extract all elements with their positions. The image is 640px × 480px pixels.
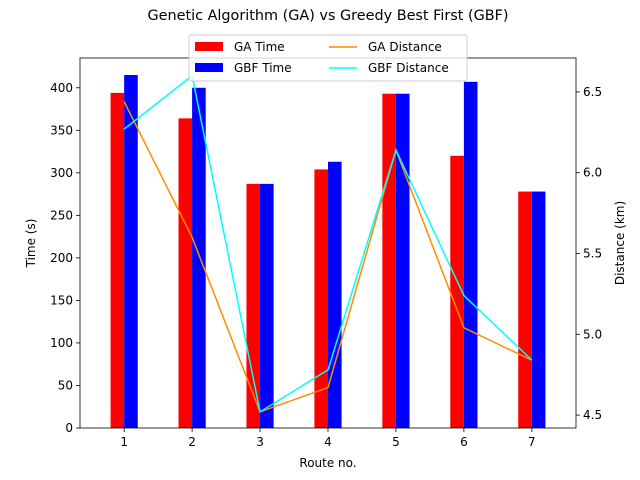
y-axis-left: 0 50 100 150 200 250 300 350 400 — [50, 81, 80, 435]
legend: GA Time GBF Time GA Distance GBF Distanc… — [188, 34, 468, 82]
x-tick-label-5: 5 — [392, 435, 400, 449]
y-left-tick-label-300: 300 — [50, 166, 73, 180]
bar-ga-time-route-2 — [178, 118, 193, 428]
line-ga-distance — [123, 101, 533, 413]
bar-gbf-time-route-4 — [328, 161, 342, 428]
x-axis-label: Route no. — [299, 456, 356, 470]
x-axis: 1 2 3 4 5 6 7 — [120, 428, 536, 449]
y-right-tick-label-6.0: 6.0 — [583, 166, 602, 180]
x-tick-label-3: 3 — [256, 435, 264, 449]
bar-ga-time-route-4 — [314, 169, 328, 428]
x-tick-label-4: 4 — [324, 435, 332, 449]
x-tick-label-1: 1 — [120, 435, 128, 449]
y-right-tick-label-5.5: 5.5 — [583, 247, 602, 261]
y-left-tick-label-200: 200 — [50, 251, 73, 265]
y-left-tick-label-350: 350 — [50, 123, 73, 137]
bar-gbf-time-route-2 — [192, 87, 206, 429]
legend-label-gbf-distance: GBF Distance — [368, 61, 449, 75]
bar-ga-time-route-1 — [110, 92, 125, 428]
x-tick-label-7: 7 — [528, 435, 536, 449]
y-left-tick-label-100: 100 — [50, 336, 73, 350]
bars-layer — [110, 75, 546, 429]
bar-gbf-time-route-3 — [260, 183, 274, 428]
bar-ga-time-route-7 — [518, 191, 532, 428]
y-left-tick-label-0: 0 — [65, 421, 73, 435]
x-tick-label-6: 6 — [460, 435, 468, 449]
y-left-tick-label-400: 400 — [50, 81, 73, 95]
bar-ga-time-route-6 — [450, 155, 464, 428]
bar-gbf-time-route-6 — [463, 81, 478, 428]
legend-swatch-ga-time — [195, 42, 223, 51]
y-left-tick-label-250: 250 — [50, 208, 73, 222]
y-axis-right-label: Distance (km) — [613, 201, 627, 285]
bar-ga-time-route-3 — [246, 183, 261, 428]
legend-label-gbf-time: GBF Time — [234, 61, 292, 75]
legend-frame — [188, 34, 468, 82]
y-right-tick-label-4.5: 4.5 — [583, 408, 602, 422]
y-axis-right: 4.5 5.0 5.5 6.0 6.5 — [576, 85, 602, 422]
y-axis-left-label: Time (s) — [24, 219, 38, 269]
legend-label-ga-time: GA Time — [234, 40, 285, 54]
bar-gbf-time-route-5 — [395, 93, 410, 429]
y-right-tick-label-5.0: 5.0 — [583, 327, 602, 341]
legend-label-ga-distance: GA Distance — [368, 40, 442, 54]
y-left-tick-label-150: 150 — [50, 293, 73, 307]
legend-swatch-gbf-time — [195, 63, 223, 72]
chart-title: Genetic Algorithm (GA) vs Greedy Best Fi… — [147, 8, 508, 24]
y-right-tick-label-6.5: 6.5 — [583, 85, 602, 99]
bar-gbf-time-route-1 — [124, 75, 138, 428]
y-left-tick-label-50: 50 — [58, 378, 73, 392]
bar-gbf-time-route-7 — [531, 191, 546, 428]
x-tick-label-2: 2 — [188, 435, 196, 449]
bar-ga-time-route-5 — [382, 93, 396, 429]
